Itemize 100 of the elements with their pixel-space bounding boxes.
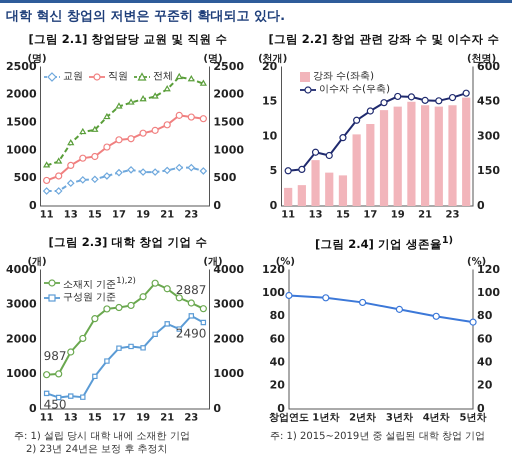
x-tick-label: 13 bbox=[308, 210, 323, 221]
x-tick-label: 2년차 bbox=[349, 412, 376, 424]
y-tick-label: 20 bbox=[270, 378, 286, 392]
x-tick-label: 21 bbox=[418, 210, 432, 221]
y2-tick-label: 2000 bbox=[213, 88, 244, 101]
y-tick-label: 80 bbox=[270, 309, 286, 322]
x-tick-label: 3년차 bbox=[386, 412, 413, 424]
point bbox=[366, 107, 374, 115]
bar bbox=[298, 185, 306, 206]
point bbox=[43, 176, 50, 184]
point bbox=[92, 374, 98, 380]
point bbox=[91, 315, 98, 322]
text: 주: 1) 설립 당시 대학 내에 소재한 기업 bbox=[14, 430, 191, 443]
x-tick-label: 23 bbox=[184, 412, 198, 424]
point bbox=[422, 96, 429, 104]
y-tick-label: 0 bbox=[28, 402, 37, 415]
point bbox=[55, 370, 62, 378]
legend-label: 전체 bbox=[153, 71, 173, 83]
chart-title: [그림 2.1] 창업담당 교원 및 직원 수 bbox=[28, 32, 228, 48]
x-tick-label: 11 bbox=[281, 210, 296, 221]
point bbox=[44, 390, 50, 396]
y2-tick-label: 100 bbox=[477, 286, 500, 300]
y-axis-title: (천개) bbox=[258, 54, 288, 65]
point bbox=[164, 166, 171, 174]
point bbox=[188, 113, 195, 121]
legend-label: 구성원 기준 bbox=[63, 292, 116, 304]
point bbox=[408, 93, 416, 100]
point bbox=[164, 285, 171, 292]
point bbox=[176, 73, 182, 80]
point bbox=[188, 76, 194, 82]
y2-tick-label: 20 bbox=[477, 378, 493, 392]
text: 2) 23년 24년은 보정 후 추정치 bbox=[25, 443, 169, 456]
point bbox=[104, 113, 110, 120]
y-tick-label: 10 bbox=[262, 129, 278, 142]
point bbox=[188, 164, 195, 172]
point bbox=[116, 102, 122, 109]
chart-title: [그림 2.2] 창업 관련 강좌 수 및 이수자 수 bbox=[268, 32, 500, 48]
y-tick-label: 3000 bbox=[6, 298, 37, 311]
point bbox=[55, 172, 62, 180]
y2-tick-label: 1500 bbox=[213, 115, 244, 128]
chart-title: [그림 2.4] 기업 생존율$^{1)}$ bbox=[314, 235, 454, 252]
data-label: 2887 bbox=[176, 282, 206, 297]
chart-title: [그림 2.3] 대학 창업 기업 수 bbox=[48, 235, 208, 251]
bar bbox=[394, 106, 402, 206]
bar bbox=[284, 188, 292, 206]
bar bbox=[407, 102, 416, 206]
y-tick-label: 40 bbox=[270, 356, 286, 369]
point bbox=[91, 176, 98, 183]
point bbox=[152, 280, 159, 287]
legend-label: 강좌 수(좌축) bbox=[313, 71, 374, 83]
point bbox=[394, 92, 402, 100]
point bbox=[68, 140, 74, 146]
point bbox=[67, 162, 74, 170]
text: 주: 1) 2015~2019년 중 설립된 대학 창업 기업 bbox=[270, 430, 486, 443]
point bbox=[115, 136, 123, 144]
legend-label: 교원 bbox=[63, 71, 83, 83]
bar bbox=[366, 124, 374, 206]
point bbox=[326, 152, 333, 160]
point bbox=[396, 306, 404, 313]
point bbox=[103, 143, 111, 151]
point bbox=[353, 116, 360, 124]
y-tick-label: 100 bbox=[262, 286, 286, 300]
point bbox=[432, 312, 440, 320]
point bbox=[79, 334, 86, 342]
point bbox=[79, 154, 86, 162]
y2-tick-label: 60 bbox=[477, 332, 493, 346]
bar bbox=[434, 106, 443, 206]
point bbox=[164, 121, 171, 128]
x-tick-label: 4년차 bbox=[422, 412, 450, 424]
point bbox=[43, 162, 50, 168]
bar bbox=[448, 105, 457, 206]
legend-label: 직원 bbox=[108, 71, 128, 83]
text: 대학 혁신 창업의 저변은 꾸준히 확대되고 있다. bbox=[6, 9, 286, 24]
bar bbox=[462, 98, 470, 206]
point bbox=[55, 187, 62, 195]
point bbox=[139, 130, 147, 137]
bar bbox=[338, 175, 348, 206]
y2-tick-label: 1000 bbox=[213, 367, 244, 380]
y2-tick-label: 3000 bbox=[213, 298, 244, 311]
y2-tick-label: 0 bbox=[213, 198, 222, 212]
x-tick-label: 13 bbox=[64, 412, 78, 424]
point bbox=[469, 318, 477, 326]
point bbox=[127, 166, 135, 174]
point bbox=[115, 304, 123, 312]
y-tick-label: 5 bbox=[270, 164, 278, 178]
y2-tick-label: 80 bbox=[477, 309, 493, 322]
y-tick-label: 500 bbox=[14, 171, 37, 184]
point bbox=[322, 294, 330, 302]
point bbox=[312, 148, 320, 156]
point bbox=[188, 299, 195, 307]
point bbox=[104, 358, 110, 364]
x-tick-label: 15 bbox=[336, 210, 350, 221]
y-tick-label: 60 bbox=[270, 332, 286, 346]
data-label: 450 bbox=[44, 397, 67, 412]
point bbox=[140, 345, 146, 351]
point bbox=[139, 293, 147, 300]
x-tick-label: 23 bbox=[184, 210, 198, 221]
point bbox=[200, 305, 207, 312]
bar bbox=[421, 105, 430, 206]
point bbox=[79, 176, 86, 184]
